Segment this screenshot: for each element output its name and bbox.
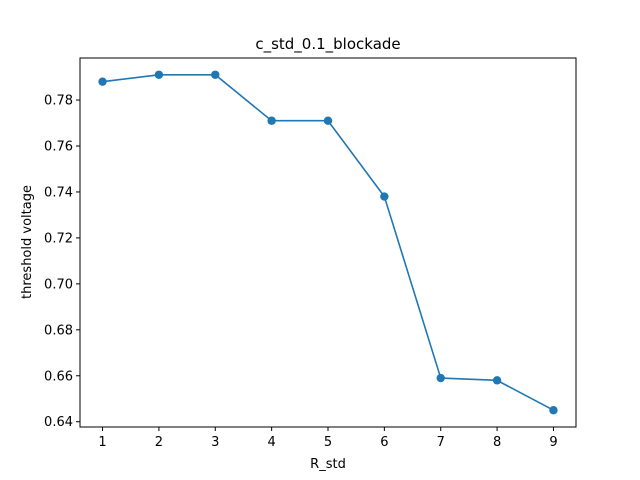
x-axis-title: R_std bbox=[310, 457, 346, 472]
x-tick-label: 3 bbox=[211, 435, 219, 450]
y-tick-label: 0.68 bbox=[44, 323, 73, 338]
x-tick-label: 4 bbox=[267, 435, 275, 450]
data-point bbox=[154, 70, 164, 79]
plot-frame bbox=[79, 57, 577, 428]
x-tick-label: 2 bbox=[155, 435, 163, 450]
chart-title: c_std_0.1_blockade bbox=[255, 35, 400, 54]
y-tick-label: 0.76 bbox=[44, 139, 73, 154]
y-tick-label: 0.70 bbox=[44, 277, 73, 292]
x-tick-label: 9 bbox=[549, 435, 557, 450]
x-tick-label: 6 bbox=[380, 435, 388, 450]
x-axis: 1 2 3 4 5 6 7 8 9 bbox=[98, 427, 558, 450]
data-point bbox=[267, 116, 276, 125]
y-axis: 0.64 0.66 0.68 0.70 0.72 0.74 0.76 0.78 bbox=[44, 94, 80, 430]
y-axis-title: threshold voltage bbox=[20, 185, 35, 299]
x-tick-label: 5 bbox=[324, 435, 332, 450]
y-tick-label: 0.78 bbox=[44, 94, 73, 109]
y-tick-label: 0.66 bbox=[44, 369, 73, 384]
y-tick-label: 0.72 bbox=[44, 231, 73, 246]
y-tick-label: 0.64 bbox=[44, 415, 73, 430]
data-point bbox=[98, 77, 107, 86]
data-point bbox=[492, 376, 502, 385]
x-tick-label: 1 bbox=[98, 435, 106, 450]
x-tick-label: 8 bbox=[493, 435, 501, 450]
series-layer bbox=[98, 70, 558, 415]
data-point bbox=[211, 70, 220, 79]
data-point bbox=[436, 373, 445, 383]
data-point bbox=[380, 192, 389, 201]
data-point bbox=[323, 116, 333, 125]
x-tick-label: 7 bbox=[437, 435, 445, 450]
data-point bbox=[549, 406, 558, 415]
y-tick-label: 0.74 bbox=[44, 185, 73, 200]
